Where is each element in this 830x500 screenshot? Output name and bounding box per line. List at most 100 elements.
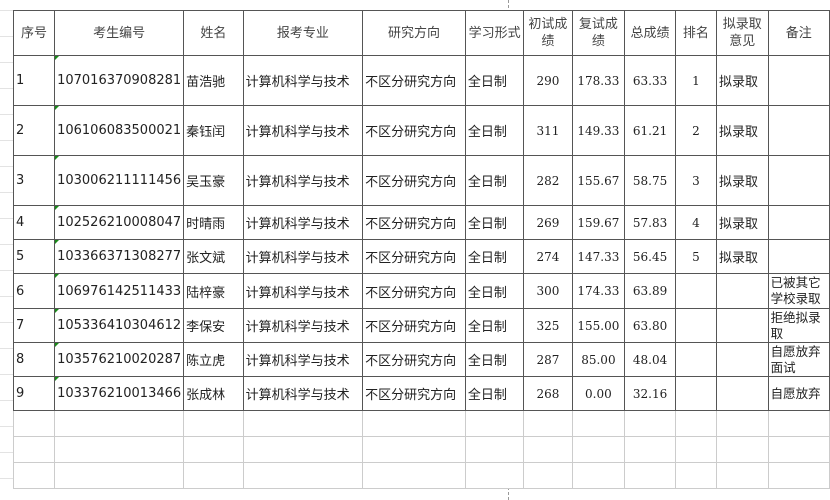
cell-name[interactable]: 时晴雨 <box>183 205 244 240</box>
cell-rank[interactable] <box>674 376 717 411</box>
cell-name[interactable]: 陆梓豪 <box>183 273 244 309</box>
cell-direction[interactable]: 不区分研究方向 <box>362 239 466 274</box>
cell-total-score[interactable]: 63.33 <box>624 55 676 106</box>
cell-name[interactable]: 陈立虎 <box>183 342 244 377</box>
empty-cell[interactable] <box>523 462 573 489</box>
cell-retest-score[interactable]: 159.67 <box>571 205 626 240</box>
cell-note[interactable]: 已被其它学校录取 <box>767 273 830 309</box>
cell-major[interactable]: 计算机科学与技术 <box>242 55 364 106</box>
empty-cell[interactable] <box>767 410 830 437</box>
empty-cell[interactable] <box>523 410 573 437</box>
cell-note[interactable] <box>767 239 830 274</box>
cell-exam-id[interactable]: 106106083500021 <box>54 105 185 156</box>
cell-prelim-score[interactable]: 269 <box>523 205 573 240</box>
cell-opinion[interactable]: 拟录取 <box>715 205 769 240</box>
empty-cell[interactable] <box>183 462 244 489</box>
cell-name[interactable]: 苗浩驰 <box>183 55 244 106</box>
cell-major[interactable]: 计算机科学与技术 <box>242 342 364 377</box>
empty-cell[interactable] <box>12 436 56 463</box>
cell-rank[interactable]: 2 <box>674 105 717 156</box>
cell-rank[interactable] <box>674 342 717 377</box>
cell-rank[interactable]: 4 <box>674 205 717 240</box>
cell-prelim-score[interactable]: 282 <box>523 155 573 206</box>
cell-name[interactable]: 张文斌 <box>183 239 244 274</box>
cell-note[interactable]: 自愿放弃 <box>767 376 830 411</box>
cell-name[interactable]: 张成林 <box>183 376 244 411</box>
cell-study-mode[interactable]: 全日制 <box>464 308 525 343</box>
empty-cell[interactable] <box>571 410 626 437</box>
cell-study-mode[interactable]: 全日制 <box>464 105 525 156</box>
empty-cell[interactable] <box>674 436 717 463</box>
cell-study-mode[interactable]: 全日制 <box>464 55 525 106</box>
cell-direction[interactable]: 不区分研究方向 <box>362 273 466 309</box>
cell-retest-score[interactable]: 174.33 <box>571 273 626 309</box>
cell-seq[interactable]: 6 <box>12 273 56 309</box>
cell-total-score[interactable]: 32.16 <box>624 376 676 411</box>
cell-major[interactable]: 计算机科学与技术 <box>242 376 364 411</box>
empty-cell[interactable] <box>12 410 56 437</box>
cell-study-mode[interactable]: 全日制 <box>464 273 525 309</box>
cell-direction[interactable]: 不区分研究方向 <box>362 55 466 106</box>
cell-direction[interactable]: 不区分研究方向 <box>362 308 466 343</box>
empty-cell[interactable] <box>767 462 830 489</box>
cell-opinion[interactable]: 拟录取 <box>715 105 769 156</box>
cell-total-score[interactable]: 61.21 <box>624 105 676 156</box>
cell-opinion[interactable]: 拟录取 <box>715 155 769 206</box>
cell-major[interactable]: 计算机科学与技术 <box>242 155 364 206</box>
cell-seq[interactable]: 5 <box>12 239 56 274</box>
empty-cell[interactable] <box>624 436 676 463</box>
cell-opinion[interactable] <box>715 308 769 343</box>
cell-retest-score[interactable]: 0.00 <box>571 376 626 411</box>
empty-cell[interactable] <box>767 436 830 463</box>
cell-note[interactable] <box>767 205 830 240</box>
cell-retest-score[interactable]: 147.33 <box>571 239 626 274</box>
cell-prelim-score[interactable]: 325 <box>523 308 573 343</box>
cell-seq[interactable]: 3 <box>12 155 56 206</box>
cell-retest-score[interactable]: 178.33 <box>571 55 626 106</box>
cell-exam-id[interactable]: 103376210013466 <box>54 376 185 411</box>
cell-rank[interactable] <box>674 273 717 309</box>
cell-total-score[interactable]: 57.83 <box>624 205 676 240</box>
cell-total-score[interactable]: 56.45 <box>624 239 676 274</box>
cell-prelim-score[interactable]: 311 <box>523 105 573 156</box>
cell-total-score[interactable]: 63.89 <box>624 273 676 309</box>
cell-opinion[interactable]: 拟录取 <box>715 55 769 106</box>
empty-cell[interactable] <box>523 436 573 463</box>
empty-cell[interactable] <box>12 462 56 489</box>
cell-name[interactable]: 秦钰闰 <box>183 105 244 156</box>
cell-note[interactable]: 拒绝拟录取 <box>767 308 830 343</box>
cell-study-mode[interactable]: 全日制 <box>464 155 525 206</box>
cell-opinion[interactable] <box>715 273 769 309</box>
cell-seq[interactable]: 1 <box>12 55 56 106</box>
empty-cell[interactable] <box>571 436 626 463</box>
empty-cell[interactable] <box>183 410 244 437</box>
cell-direction[interactable]: 不区分研究方向 <box>362 376 466 411</box>
empty-cell[interactable] <box>571 462 626 489</box>
cell-opinion[interactable] <box>715 376 769 411</box>
cell-exam-id[interactable]: 102526210008047 <box>54 205 185 240</box>
cell-note[interactable] <box>767 105 830 156</box>
cell-direction[interactable]: 不区分研究方向 <box>362 105 466 156</box>
cell-note[interactable]: 自愿放弃面试 <box>767 342 830 377</box>
cell-major[interactable]: 计算机科学与技术 <box>242 105 364 156</box>
empty-cell[interactable] <box>715 462 769 489</box>
cell-study-mode[interactable]: 全日制 <box>464 205 525 240</box>
cell-rank[interactable]: 1 <box>674 55 717 106</box>
empty-cell[interactable] <box>362 436 466 463</box>
cell-note[interactable] <box>767 155 830 206</box>
cell-retest-score[interactable]: 155.00 <box>571 308 626 343</box>
cell-prelim-score[interactable]: 268 <box>523 376 573 411</box>
cell-name[interactable]: 李保安 <box>183 308 244 343</box>
cell-seq[interactable]: 9 <box>12 376 56 411</box>
cell-exam-id[interactable]: 105336410304612 <box>54 308 185 343</box>
cell-opinion[interactable]: 拟录取 <box>715 239 769 274</box>
cell-retest-score[interactable]: 149.33 <box>571 105 626 156</box>
cell-exam-id[interactable]: 107016370908281 <box>54 55 185 106</box>
cell-seq[interactable]: 7 <box>12 308 56 343</box>
cell-major[interactable]: 计算机科学与技术 <box>242 308 364 343</box>
cell-seq[interactable]: 8 <box>12 342 56 377</box>
empty-cell[interactable] <box>715 436 769 463</box>
cell-prelim-score[interactable]: 287 <box>523 342 573 377</box>
empty-cell[interactable] <box>464 462 525 489</box>
cell-exam-id[interactable]: 103006211111456 <box>54 155 185 206</box>
